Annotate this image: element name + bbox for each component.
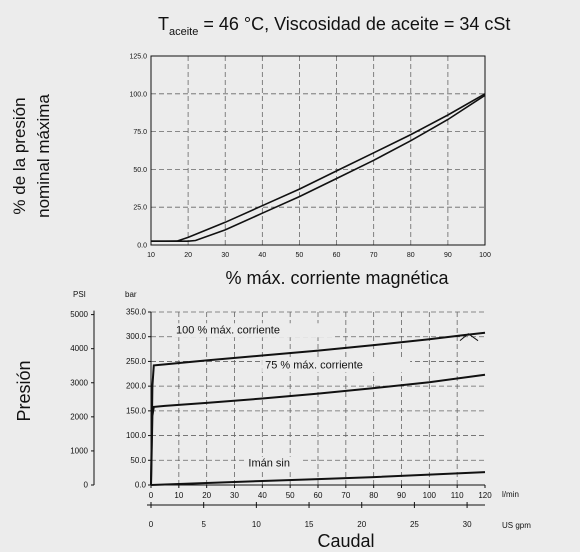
series-annotation-3: Imán sin <box>248 458 290 470</box>
top-series-line-1 <box>151 93 486 242</box>
bottom-chart: 0 10 20 30 40 50 60 70 80 90 100 110 1200.050.0100.0… <box>14 290 531 551</box>
bottom-x-tick-label: 30 <box>230 491 239 500</box>
bottom-y-tick-label: 150.0 <box>126 406 147 415</box>
bottom-x-tick-label: 80 <box>369 491 378 500</box>
gpm-tick-label: 10 <box>252 520 261 529</box>
gpm-tick-label: 20 <box>357 520 366 529</box>
top-y-axis-label-line2: nominal máxima <box>34 94 53 218</box>
psi-tick-label: 0 <box>84 481 89 490</box>
bottom-arrow-mark <box>459 333 479 342</box>
bottom-x-tick-label: 70 <box>341 491 350 500</box>
gpm-unit-label: US gpm <box>502 521 531 530</box>
bottom-series-line-1 <box>150 331 486 486</box>
top-plot-frame <box>150 55 486 246</box>
bottom-series-line-3 <box>150 471 486 486</box>
bottom-y-tick-label: 100.0 <box>126 431 147 440</box>
series-annotation-2: 75 % máx. corriente <box>265 359 363 371</box>
annotation-bg <box>262 358 411 373</box>
bottom-x-tick-label: 20 <box>202 491 211 500</box>
bottom-y-axis-label: Presión <box>14 360 34 421</box>
top-x-tick-label: 50 <box>296 252 304 259</box>
top-y-tick-label: 125.0 <box>129 54 147 61</box>
psi-tick-label: 2000 <box>70 412 88 421</box>
bottom-x-tick-label: 10 <box>174 491 183 500</box>
top-grid <box>151 56 485 245</box>
psi-tick-label: 4000 <box>70 344 88 353</box>
top-y-tick-label: 25.0 <box>133 205 147 212</box>
psi-tick-label: 3000 <box>70 378 88 387</box>
bottom-x-axis-label: Caudal <box>317 531 374 551</box>
bottom-annotations: 100 % máx. corriente 75 % máx. corriente I… <box>173 323 411 471</box>
bottom-y-tick-label: 0.0 <box>135 481 147 490</box>
gpm-tick-label: 25 <box>410 520 419 529</box>
top-x-tick-label: 90 <box>444 252 452 259</box>
gpm-tick-label: 30 <box>463 520 472 529</box>
top-y-tick-label: 75.0 <box>133 129 147 136</box>
bottom-y-tick-label: 350.0 <box>126 308 147 317</box>
bottom-grid <box>151 311 485 485</box>
bottom-x-tick-label: 40 <box>258 491 267 500</box>
top-x-tick-label: 10 <box>147 252 155 259</box>
bottom-x-tick-label: 100 <box>423 491 437 500</box>
bottom-y-tick-label: 300.0 <box>126 332 147 341</box>
top-y-tick-label: 0.0 <box>137 243 147 250</box>
top-x-tick-label: 20 <box>184 252 192 259</box>
top-x-tick-label: 70 <box>370 252 378 259</box>
bottom-tick-labels: 0 10 20 30 40 50 60 70 80 90 100 110 1200.050.0100.0… <box>70 308 492 530</box>
bottom-series <box>150 331 486 486</box>
bottom-y-tick-label: 250.0 <box>126 357 147 366</box>
gpm-tick-label: 5 <box>201 520 206 529</box>
top-x-tick-label: 60 <box>333 252 341 259</box>
top-chart: 10 20 30 40 50 60 70 80 90 100 0.0 25.0 50.0 75.0 100.… <box>10 54 491 289</box>
bottom-series-line-2 <box>150 373 486 486</box>
top-x-tick-label: 100 <box>479 252 491 259</box>
top-x-tick-label: 40 <box>258 252 266 259</box>
series-annotation-1: 100 % máx. corriente <box>176 324 280 336</box>
bottom-x-tick-label: 60 <box>314 491 323 500</box>
top-y-tick-label: 50.0 <box>133 167 147 174</box>
lmin-unit-label: l/min <box>502 490 519 499</box>
bottom-x-tick-label: 90 <box>397 491 406 500</box>
top-y-tick-label: 100.0 <box>129 91 147 98</box>
bar-unit-label: bar <box>125 290 137 299</box>
top-x-axis-label: % máx. corriente magnética <box>225 268 449 288</box>
annotation-bg <box>173 323 336 338</box>
psi-tick-label: 1000 <box>70 446 88 455</box>
top-series-line-2 <box>151 94 486 242</box>
psi-tick-label: 5000 <box>70 310 88 319</box>
psi-unit-label: PSI <box>73 290 86 299</box>
annotation-bg <box>245 456 302 471</box>
top-x-tick-label: 30 <box>221 252 229 259</box>
top-tick-labels: 10 20 30 40 50 60 70 80 90 100 0.0 25.0 50.0 75.0 100.… <box>129 54 490 260</box>
bottom-x-tick-label: 0 <box>149 491 154 500</box>
top-y-axis-label-line1: % de la presión <box>10 97 29 214</box>
figure-title: Taceite = 46 °C, Viscosidad de aceite = … <box>158 14 510 38</box>
gpm-tick-label: 0 <box>149 520 154 529</box>
gpm-tick-label: 15 <box>305 520 314 529</box>
bottom-y-tick-label: 200.0 <box>126 382 147 391</box>
bottom-x-tick-label: 50 <box>286 491 295 500</box>
bottom-y-tick-label: 50.0 <box>130 456 146 465</box>
bottom-x-tick-label: 110 <box>451 491 464 500</box>
bottom-x-tick-label: 120 <box>478 491 492 500</box>
top-x-tick-label: 80 <box>407 252 415 259</box>
top-series <box>151 93 486 242</box>
